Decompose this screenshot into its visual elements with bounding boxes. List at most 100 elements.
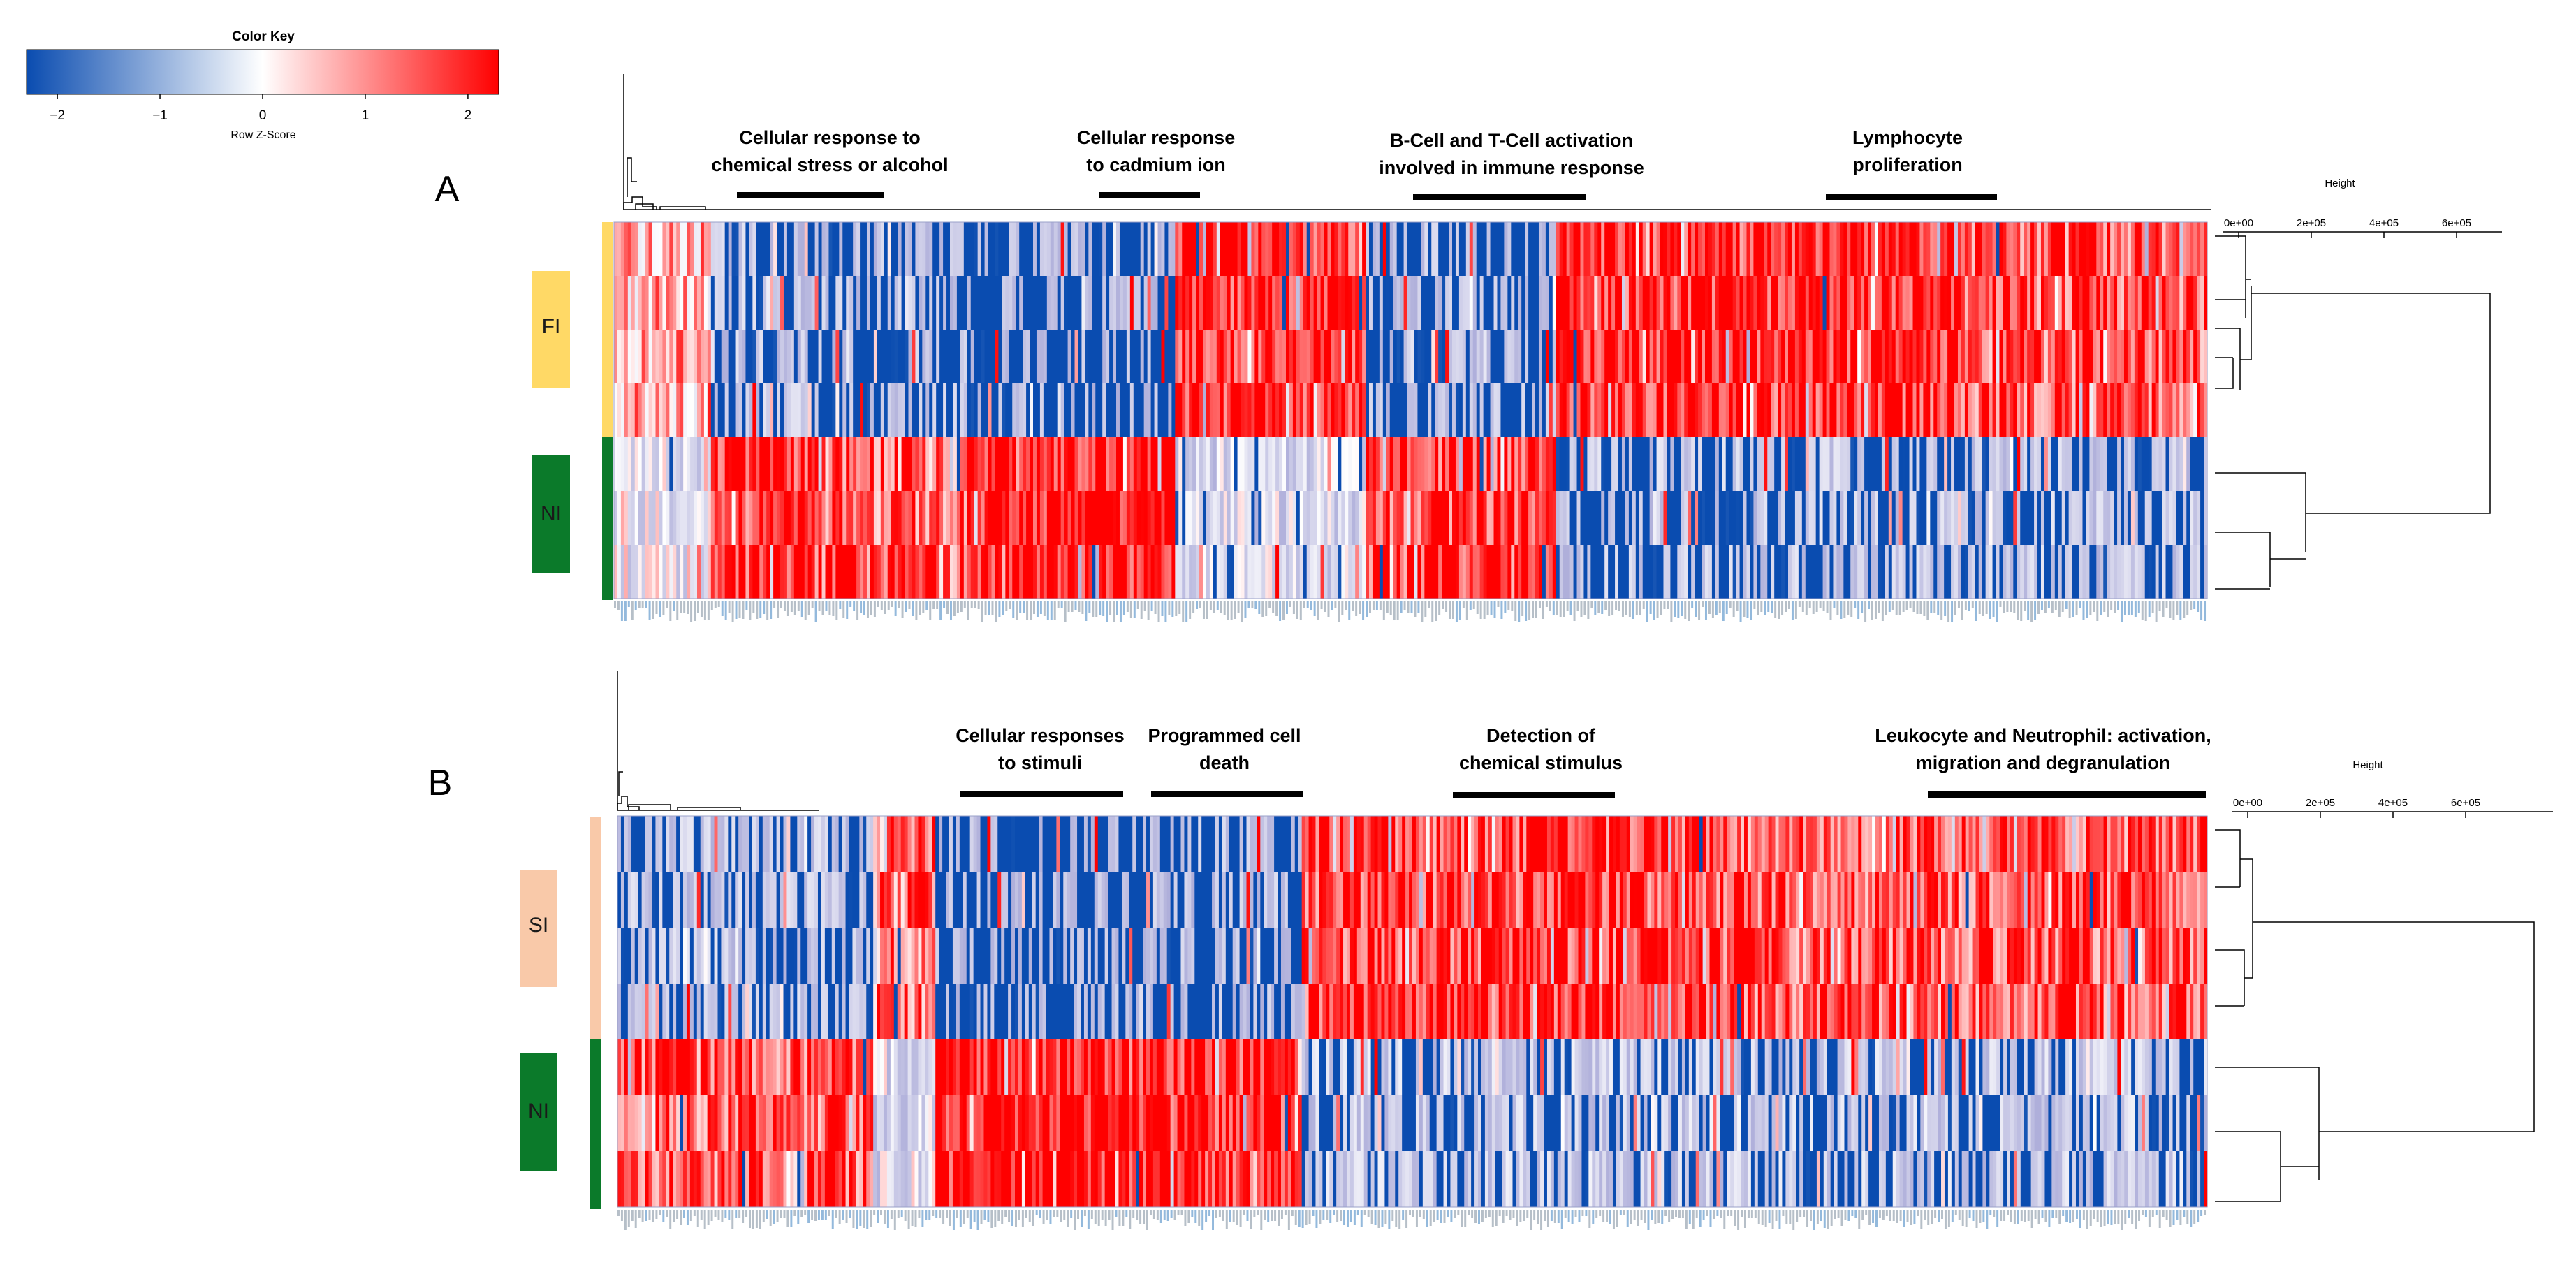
column-label-mark [1251, 601, 1254, 608]
heatmap-cell [2169, 276, 2174, 330]
heatmap-cell [1469, 437, 1474, 491]
heatmap-cell [1840, 383, 1844, 437]
heatmap-cell [1043, 383, 1048, 437]
heatmap-cell [1187, 928, 1192, 984]
heatmap-cell [2054, 545, 2059, 599]
heatmap-cell [2110, 437, 2114, 491]
heatmap-cell [2103, 276, 2107, 330]
heatmap-cell [2075, 383, 2080, 437]
heatmap-cell [1556, 383, 1560, 437]
heatmap-cell [2162, 437, 2167, 491]
heatmap-cell [1743, 545, 1748, 599]
column-label-mark [1646, 601, 1648, 622]
heatmap-cell [825, 276, 830, 330]
heatmap-cell [662, 984, 666, 1039]
heatmap-cell [1518, 491, 1522, 545]
heatmap-cell [2137, 545, 2142, 599]
heatmap-cell [1220, 545, 1224, 599]
heatmap-cell [1067, 816, 1071, 872]
heatmap-cell [1649, 276, 1654, 330]
heatmap-cell [1801, 276, 1806, 330]
heatmap-cell [973, 872, 978, 928]
heatmap-cell [1099, 437, 1103, 491]
column-label-mark [1912, 601, 1915, 612]
heatmap-cell [1632, 222, 1637, 276]
heatmap-cell [1101, 1151, 1106, 1207]
column-label-mark [866, 601, 869, 618]
heatmap-cell [1479, 545, 1484, 599]
heatmap-cell [1569, 222, 1574, 276]
heatmap-cell [1386, 545, 1391, 599]
heatmap-cell [617, 222, 622, 276]
heatmap-cell [1258, 330, 1262, 383]
heatmap-cell [1944, 276, 1948, 330]
heatmap-cell [662, 1095, 666, 1151]
heatmap-cell [1656, 383, 1661, 437]
column-label-mark [2193, 601, 2196, 609]
heatmap-cell [821, 1095, 826, 1151]
heatmap-cell [1635, 383, 1640, 437]
column-label-mark [1618, 601, 1620, 611]
heatmap-cell [980, 1039, 985, 1095]
heatmap-cell [1479, 383, 1484, 437]
heatmap-cell [2089, 276, 2093, 330]
heatmap-cell [963, 816, 967, 872]
heatmap-cell [849, 984, 854, 1039]
heatmap-cell [1369, 330, 1373, 383]
heatmap-cell [1771, 491, 1775, 545]
heatmap-cell [1060, 545, 1065, 599]
heatmap-cell [919, 330, 923, 383]
column-label-mark [1947, 601, 1950, 622]
column-label-mark [1801, 601, 1804, 612]
heatmap-cell [710, 491, 715, 545]
heatmap-cell [1218, 928, 1223, 984]
heatmap-cell [1975, 222, 1979, 276]
heatmap-cell [1535, 437, 1539, 491]
heatmap-cell [1739, 437, 1744, 491]
heatmap-cell [1171, 491, 1176, 545]
heatmap-cell [620, 222, 625, 276]
heatmap-cell [1306, 383, 1311, 437]
heatmap-cell [1261, 330, 1266, 383]
heatmap-cell [1653, 276, 1657, 330]
heatmap-cell [859, 816, 863, 872]
heatmap-cell [1455, 222, 1460, 276]
heatmap-cell [707, 1095, 712, 1151]
heatmap-cell [2003, 276, 2007, 330]
heatmap-cell [2127, 383, 2132, 437]
heatmap-cell [925, 330, 930, 383]
heatmap-cell [1954, 437, 1959, 491]
column-label-mark [2162, 601, 2165, 617]
heatmap-cell [2096, 545, 2100, 599]
heatmap-cell [1229, 1151, 1234, 1207]
column-label-mark [627, 601, 630, 607]
heatmap-cell [1275, 276, 1280, 330]
heatmap-cell [1639, 383, 1644, 437]
column-label-mark [1711, 601, 1714, 618]
heatmap-cell [1684, 276, 1688, 330]
heatmap-cell [1292, 330, 1297, 383]
heatmap-cell [1805, 545, 1810, 599]
heatmap-cell [696, 1039, 701, 1095]
heatmap-cell [1417, 383, 1421, 437]
heatmap-cell [1978, 383, 1983, 437]
column-label-mark [2172, 601, 2175, 620]
heatmap-cell [2134, 222, 2139, 276]
heatmap-cell [2200, 491, 2204, 545]
heatmap-cell [828, 1151, 833, 1207]
heatmap-cell [976, 1151, 981, 1207]
heatmap-cell [703, 437, 708, 491]
heatmap-cell [1909, 222, 1914, 276]
heatmap-cell [728, 276, 733, 330]
heatmap-cell [905, 491, 909, 545]
heatmap-cell [1042, 872, 1047, 928]
heatmap-cell [1085, 491, 1089, 545]
heatmap-cell [759, 816, 763, 872]
heatmap-cell [696, 984, 701, 1039]
heatmap-cell [1670, 491, 1674, 545]
heatmap-cell [1999, 383, 2004, 437]
heatmap-cell [1166, 816, 1171, 872]
heatmap-cell [1064, 491, 1069, 545]
heatmap-cell [887, 276, 892, 330]
heatmap-cell [1074, 872, 1078, 928]
